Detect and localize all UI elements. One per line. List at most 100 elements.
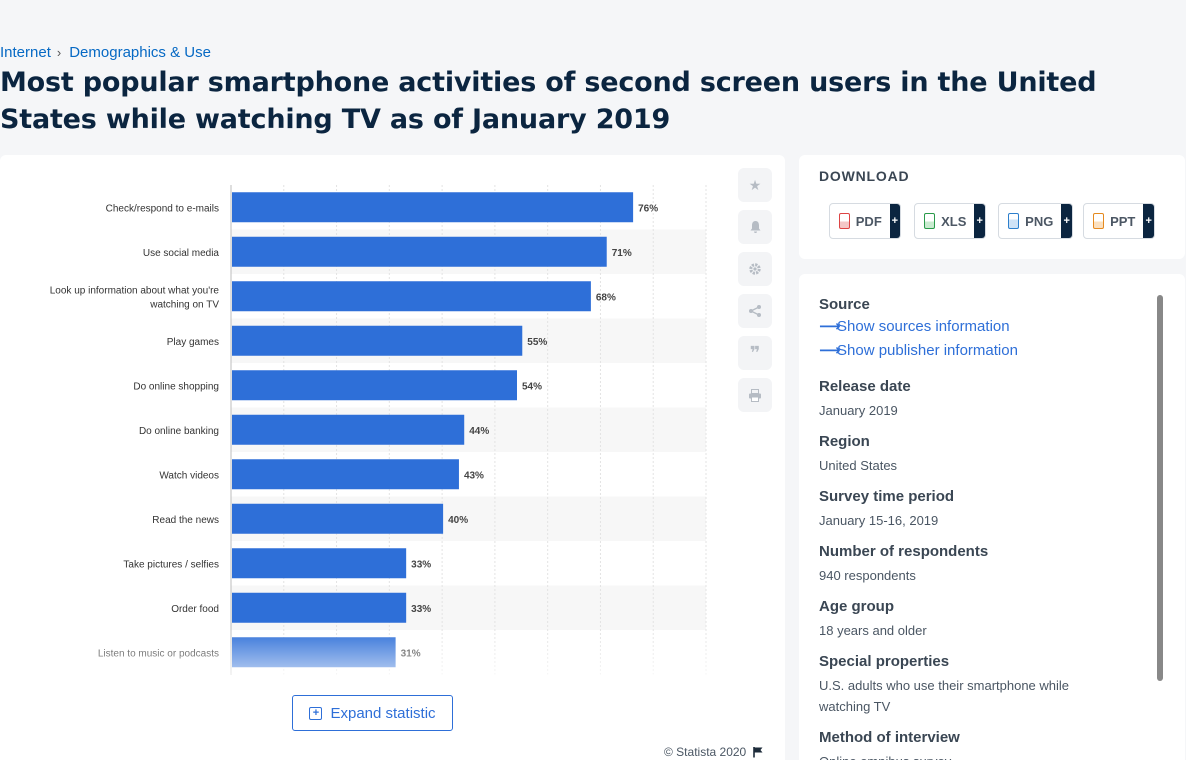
special-properties-section: Special properties U.S. adults who use t…: [819, 653, 1119, 717]
share-icon[interactable]: [738, 294, 772, 328]
bar-chart: 76% Check/respond to e-mails 71% Use social…: [0, 185, 720, 675]
special-properties-label: Special properties: [819, 653, 950, 670]
download-ppt-button[interactable]: PPT +: [1083, 203, 1155, 239]
method-label: Method of interview: [819, 729, 960, 746]
category-label: Play games: [167, 337, 219, 348]
download-png-label: PNG: [1025, 213, 1054, 229]
region-label: Region: [819, 433, 870, 450]
settings-gear-icon[interactable]: [738, 252, 772, 286]
download-title: DOWNLOAD: [819, 168, 910, 184]
age-group-value: 18 years and older: [819, 623, 927, 638]
pdf-plus-icon: +: [889, 204, 900, 238]
top-bar: [0, 0, 1186, 36]
download-pdf-label: PDF: [855, 213, 882, 229]
source-section: Source ⟶ Show sources information ⟶ Show…: [819, 296, 1018, 359]
release-date-value: January 2019: [819, 403, 898, 418]
bar-value-label: 33%: [411, 559, 431, 570]
bar[interactable]: [232, 459, 459, 490]
png-plus-icon: +: [1061, 204, 1072, 238]
copyright-text: © Statista 2020: [664, 745, 747, 759]
download-card: DOWNLOAD PDF + XLS + PNG + PPT +: [799, 155, 1185, 259]
xls-file-icon: [924, 213, 936, 229]
survey-period-label: Survey time period: [819, 488, 955, 505]
show-publisher-link[interactable]: ⟶ Show publisher information: [819, 341, 1018, 360]
respondents-section: Number of respondents 940 respondents: [819, 543, 988, 586]
chart-card: 76% Check/respond to e-mails 71% Use social…: [0, 155, 785, 760]
bar[interactable]: [232, 370, 517, 401]
bar-value-label: 55%: [527, 337, 547, 348]
respondents-label: Number of respondents: [819, 543, 989, 560]
arrow-right-icon: ⟶: [819, 318, 841, 335]
category-label: Read the news: [152, 515, 219, 526]
bar[interactable]: [232, 414, 465, 445]
bar[interactable]: [232, 548, 407, 579]
bar-value-label: 33%: [411, 604, 431, 615]
bar-value-label: 71%: [612, 248, 632, 259]
print-icon[interactable]: [738, 378, 772, 412]
page-title: Most popular smartphone activities of se…: [0, 67, 1097, 135]
expand-statistic-button[interactable]: + Expand statistic: [292, 695, 453, 731]
download-pdf-button[interactable]: PDF +: [829, 203, 901, 239]
bar-value-label: 44%: [469, 426, 489, 437]
category-label: Look up information about what you're wat…: [50, 285, 220, 310]
survey-period-value: January 15-16, 2019: [819, 513, 939, 528]
ppt-plus-icon: +: [1143, 204, 1154, 238]
bar[interactable]: [232, 325, 523, 356]
show-sources-link[interactable]: ⟶ Show sources information: [819, 317, 1018, 336]
download-ppt-label: PPT: [1110, 213, 1136, 229]
bar[interactable]: [232, 592, 407, 623]
release-date-label: Release date: [819, 378, 911, 395]
method-section: Method of interview Online omnibus surve…: [819, 729, 960, 760]
bar-value-label: 68%: [596, 292, 616, 303]
cite-quote-icon[interactable]: ❞: [738, 336, 772, 370]
bar[interactable]: [232, 236, 607, 267]
age-group-label: Age group: [819, 598, 894, 615]
region-section: Region United States: [819, 433, 897, 476]
pdf-file-icon: [839, 213, 850, 229]
age-group-section: Age group 18 years and older: [819, 598, 927, 641]
bar[interactable]: [232, 503, 444, 534]
survey-period-section: Survey time period January 15-16, 2019: [819, 488, 954, 531]
chart-tools: ★ ❞: [738, 168, 772, 420]
expand-plus-icon: +: [309, 706, 323, 720]
chart-fade-overlay: [0, 628, 720, 675]
respondents-value: 940 respondents: [819, 568, 916, 583]
category-label: Do online banking: [139, 426, 219, 437]
details-card: Source ⟶ Show sources information ⟶ Show…: [799, 274, 1185, 760]
category-label: Check/respond to e-mails: [106, 203, 219, 214]
download-xls-button[interactable]: XLS +: [914, 203, 986, 239]
category-label: Do online shopping: [133, 381, 219, 392]
expand-statistic-label: Expand statistic: [330, 704, 436, 722]
breadcrumb-demographics[interactable]: Demographics & Use: [69, 44, 211, 61]
breadcrumb-internet[interactable]: Internet: [0, 44, 51, 61]
details-scrollbar[interactable]: [1157, 295, 1163, 681]
bar-value-label: 76%: [638, 203, 658, 214]
category-label: Watch videos: [159, 470, 219, 481]
source-label: Source: [819, 296, 870, 313]
bar[interactable]: [232, 192, 634, 223]
notification-bell-icon[interactable]: [738, 210, 772, 244]
favorite-star-icon[interactable]: ★: [738, 168, 772, 202]
report-flag-icon[interactable]: [752, 746, 764, 758]
ppt-file-icon: [1093, 213, 1105, 229]
arrow-right-icon: ⟶: [819, 342, 841, 359]
bar-value-label: 54%: [522, 381, 542, 392]
download-xls-label: XLS: [941, 213, 967, 229]
download-png-button[interactable]: PNG +: [998, 203, 1073, 239]
xls-plus-icon: +: [974, 204, 985, 238]
special-properties-value: U.S. adults who use their smartphone whi…: [819, 678, 1070, 714]
copyright: © Statista 2020: [664, 745, 764, 759]
breadcrumb-separator-icon: ›: [56, 45, 62, 60]
category-label: Take pictures / selfies: [123, 559, 219, 570]
bar-value-label: 40%: [448, 515, 468, 526]
show-publisher-label: Show publisher information: [837, 341, 1018, 359]
show-sources-label: Show sources information: [837, 317, 1010, 335]
breadcrumb: Internet › Demographics & Use: [0, 44, 211, 61]
region-value: United States: [819, 458, 898, 473]
category-label: Order food: [171, 604, 219, 615]
release-date-section: Release date January 2019: [819, 378, 911, 421]
bar-value-label: 43%: [464, 470, 484, 481]
bar[interactable]: [232, 281, 591, 312]
png-file-icon: [1008, 213, 1020, 229]
category-label: Use social media: [143, 248, 220, 259]
